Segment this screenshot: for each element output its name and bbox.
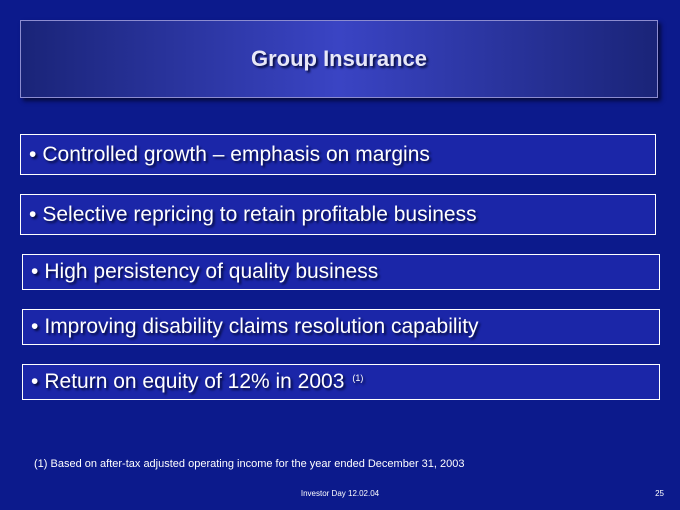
bullet-box: • High persistency of quality business: [22, 254, 660, 290]
page-number: 25: [655, 489, 664, 498]
title-box: Group Insurance: [20, 20, 658, 98]
footer: Investor Day 12.02.04: [300, 489, 380, 498]
bullet-symbol: •: [31, 315, 39, 338]
bullet-text: Selective repricing to retain profitable…: [42, 202, 477, 226]
bullet-box: • Improving disability claims resolution …: [22, 309, 660, 345]
bullet-text: Controlled growth – emphasis on margins: [42, 142, 430, 166]
bullet-text: High persistency of quality business: [44, 260, 379, 283]
bullet-symbol: •: [31, 260, 39, 283]
bullet-box: • Selective repricing to retain profitabl…: [20, 194, 656, 235]
bullet-box: • Return on equity of 12% in 2003 (1): [22, 364, 660, 400]
bullet-symbol: •: [31, 370, 39, 393]
bullet-text: Return on equity of 12% in 2003: [44, 370, 345, 393]
footnote-marker: (1): [352, 373, 364, 383]
bullet-text: Improving disability claims resolution c…: [44, 315, 479, 338]
title: Group Insurance: [250, 46, 428, 71]
footnote: (1) Based on after-tax adjusted operatin…: [34, 458, 465, 470]
bullet-symbol: •: [29, 202, 37, 226]
bullet-box: • Controlled growth – emphasis on margins: [20, 134, 656, 175]
bullet-symbol: •: [29, 142, 37, 166]
